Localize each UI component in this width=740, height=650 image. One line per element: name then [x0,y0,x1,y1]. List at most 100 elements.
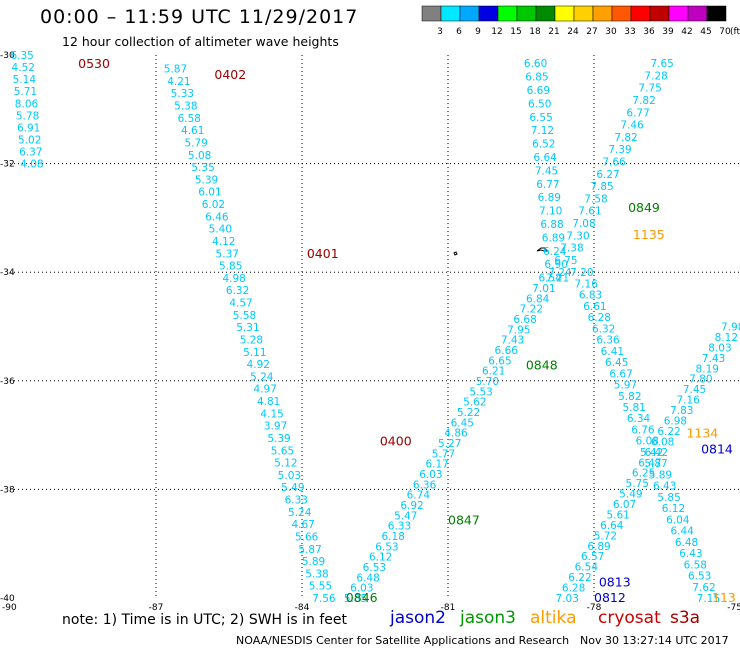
wave-height-value: 6.33 [285,495,308,507]
wave-height-value: 4.21 [167,76,190,88]
lat-tick-label: -38 [0,485,15,495]
wave-height-value: 5.11 [243,347,266,359]
satellite-cryosat: cryosat [598,608,661,628]
wave-height-value: 5.38 [305,568,328,580]
wave-height-value: 4.92 [247,359,270,371]
satellite-jason3: jason3 [460,608,516,628]
wave-height-value: 6.76 [631,424,655,436]
wave-height-value: 5.85 [344,593,367,605]
wave-height-value: 7.82 [614,132,637,144]
wave-height-value: 5.12 [274,458,297,470]
wave-height-value: 6.50 [528,98,551,110]
wave-height-value: 6.57 [581,551,604,563]
wave-height-value: 5.28 [240,334,263,346]
wave-height-value: 6.44 [670,526,694,538]
lon-tick-label: -87 [149,603,164,613]
track-t1134: 7.988.128.037.438.197.807.457.167.836.98… [556,322,740,606]
wave-height-value: 5.24 [288,507,312,519]
pass-label-0848: 0848 [526,358,558,373]
wave-height-value: 7.56 [312,593,336,605]
wave-height-value: 7.46 [620,120,644,132]
wave-height-value: 6.61 [583,301,606,313]
wave-height-value: 5.58 [233,310,256,322]
scale-label: 18 [529,27,541,37]
wave-height-value: 5.87 [298,544,321,556]
wave-height-value: 7.45 [683,384,706,396]
wave-height-value: 6.41 [601,346,624,358]
credit-text: NOAA/NESDIS Center for Satellite Applica… [236,634,570,647]
wave-height-value: 6.37 [19,147,42,159]
wave-height-value: 5.14 [13,74,37,86]
wave-height-value: 6.48 [356,572,379,584]
wave-height-value: 5.82 [618,391,641,403]
wave-height-value: 5.03 [278,470,301,482]
lon-tick-label: -75 [727,603,740,613]
wave-height-value: 7.10 [539,206,562,218]
wave-height-value: 5.35 [191,162,214,174]
scale-label: 33 [624,27,635,37]
wave-height-value: 5.70 [476,376,499,388]
wave-height-value: 6.12 [369,552,392,564]
wave-height-value: 7.95 [507,324,530,336]
wave-height-value: 4.97 [254,384,277,396]
wave-height-value: 6.36 [596,335,620,347]
wave-height-value: 5.24 [250,371,274,383]
pass-label-0401: 0401 [307,246,339,261]
wave-height-value: 6.64 [533,152,557,164]
wave-height-value: 5.02 [18,134,41,146]
wave-height-value: 6.55 [529,112,552,124]
scale-label: 9 [475,27,481,37]
wave-height-value: 5.33 [171,88,194,100]
wave-height-value: 6.89 [542,232,565,244]
satellite-jason2: jason2 [390,608,446,628]
track-t0402: 5.874.215.335.386.584.615.795.085.355.39… [164,64,336,605]
scale-label: 12 [491,27,502,37]
scale-label: 30 [605,27,617,37]
track-t0849: 6.60 6.856.696.50 6.557.12 6.526.647.45 6.77… [524,58,569,284]
wave-height-value: 5.49 [619,489,642,501]
wave-height-value: 6.35 [10,50,33,62]
wave-height-value: 6.25 [632,468,655,480]
wave-height-value: 4.52 [12,62,35,74]
wave-height-value: 5.72 [594,530,617,542]
wave-height-value: 5.53 [469,386,492,398]
wave-height-value: 6.34 [627,413,651,425]
wave-height-value: 7.83 [670,405,693,417]
wave-height-value: 6.89 [538,192,561,204]
wave-height-value: 6.45 [451,417,474,429]
page-subtitle: 12 hour collection of altimeter wave hei… [62,34,339,49]
wave-height-value: 5.81 [622,402,645,414]
pass-label-0812: 0812 [594,590,626,605]
wave-height-value: 5.87 [164,64,187,76]
wave-height-value: 5.77 [432,448,455,460]
wave-height-value: 6.45 [605,357,628,369]
wave-height-value: 6.89 [587,541,610,553]
pass-label-0814: 0814 [701,442,733,457]
wave-height-value: 6.43 [679,548,702,560]
wave-height-value: 5.62 [463,397,486,409]
wave-height-value: 6.18 [382,531,405,543]
wave-height-value: 6.54 [575,562,599,574]
wave-height-value: 6.67 [609,368,632,380]
pass-label-1135: 1135 [633,227,665,242]
wave-height-value: 5.31 [236,322,259,334]
wave-height-value: 7.01 [532,283,555,295]
wave-height-value: 7.62 [692,582,715,594]
pass-label-0530: 0530 [78,56,110,71]
wave-height-value: 6.22 [568,572,591,584]
wave-height-value: 7.22 [520,304,543,316]
wave-height-value: 7.12 [531,125,554,137]
wave-height-value: 7.30 [566,230,589,242]
scale-label: 39 [662,27,674,37]
island-shape [453,251,458,256]
track-t1135: 7.657.287.757.826.777.467.827.397.666.27… [548,58,674,279]
wave-height-value: 6.46 [205,211,229,223]
wave-height-value: 6.77 [626,107,649,119]
lon-tick-label: -90 [2,603,17,613]
wave-height-value: 5.75 [626,478,649,490]
wave-height-value: 5.22 [457,407,480,419]
generated-timestamp: Nov 30 13:27:14 UTC 2017 [580,634,729,647]
wave-height-value: 7.43 [501,335,524,347]
wave-height-value: 6.60 [524,58,547,70]
wave-height-value: 7.28 [644,70,667,82]
